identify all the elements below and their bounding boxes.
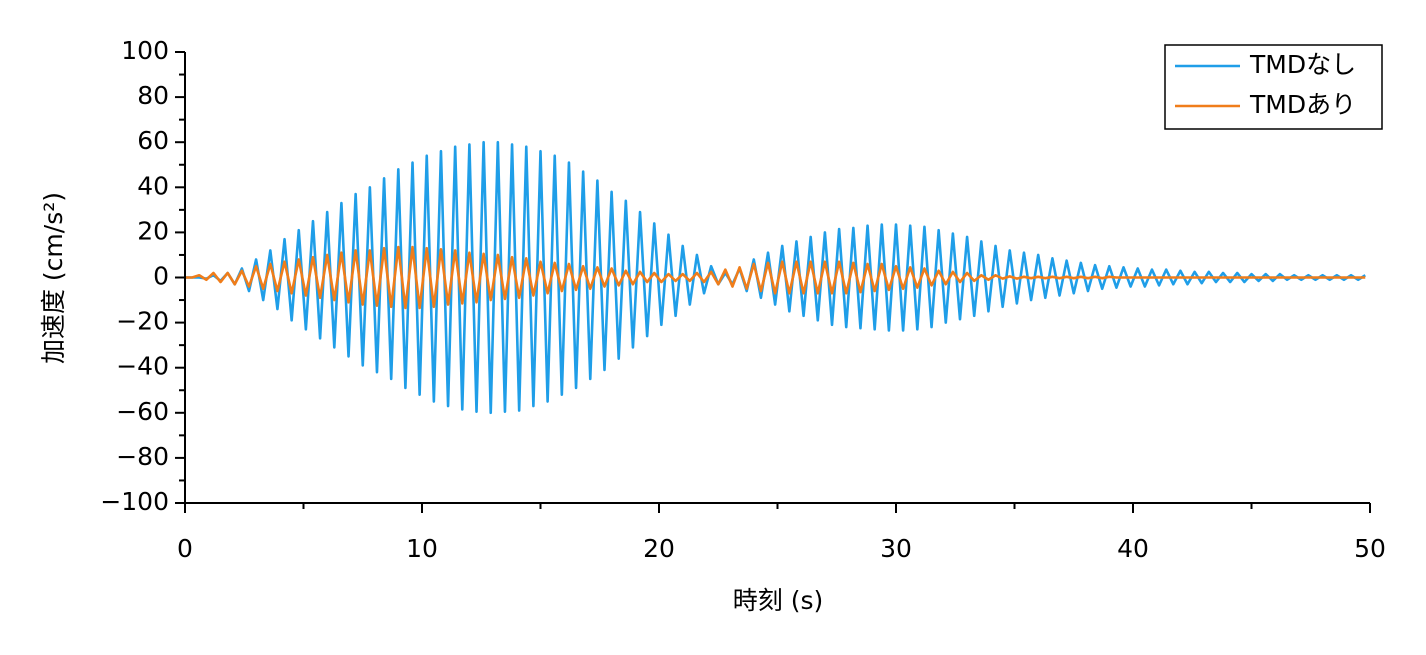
legend-box: [1164, 44, 1383, 130]
y-tick-label: 20: [137, 216, 169, 245]
legend-label: TMDなし: [1249, 50, 1356, 79]
y-tick-label: 100: [121, 36, 169, 65]
data-line: [185, 140, 1366, 415]
x-axis-label: 時刻 (s): [733, 586, 823, 615]
legend-label: TMDあり: [1249, 90, 1356, 119]
y-tick-label: 60: [137, 126, 169, 155]
x-tick-label: 20: [643, 534, 675, 563]
x-tick-label: 40: [1117, 534, 1149, 563]
x-tick-label: 30: [880, 534, 912, 563]
y-tick-label: −20: [116, 307, 169, 336]
y-tick-label: −80: [116, 442, 169, 471]
y-tick-label: 40: [137, 171, 169, 200]
y-axis-label: 加速度 (cm/s²): [39, 192, 68, 364]
y-tick-label: 0: [153, 262, 169, 291]
y-tick-label: −100: [100, 487, 169, 516]
x-tick-label: 50: [1354, 534, 1386, 563]
x-tick-label: 0: [177, 534, 193, 563]
y-tick-label: −40: [116, 352, 169, 381]
y-tick-label: −60: [116, 397, 169, 426]
y-tick-label: 80: [137, 81, 169, 110]
x-tick-label: 10: [406, 534, 438, 563]
data-line: [185, 245, 1366, 310]
